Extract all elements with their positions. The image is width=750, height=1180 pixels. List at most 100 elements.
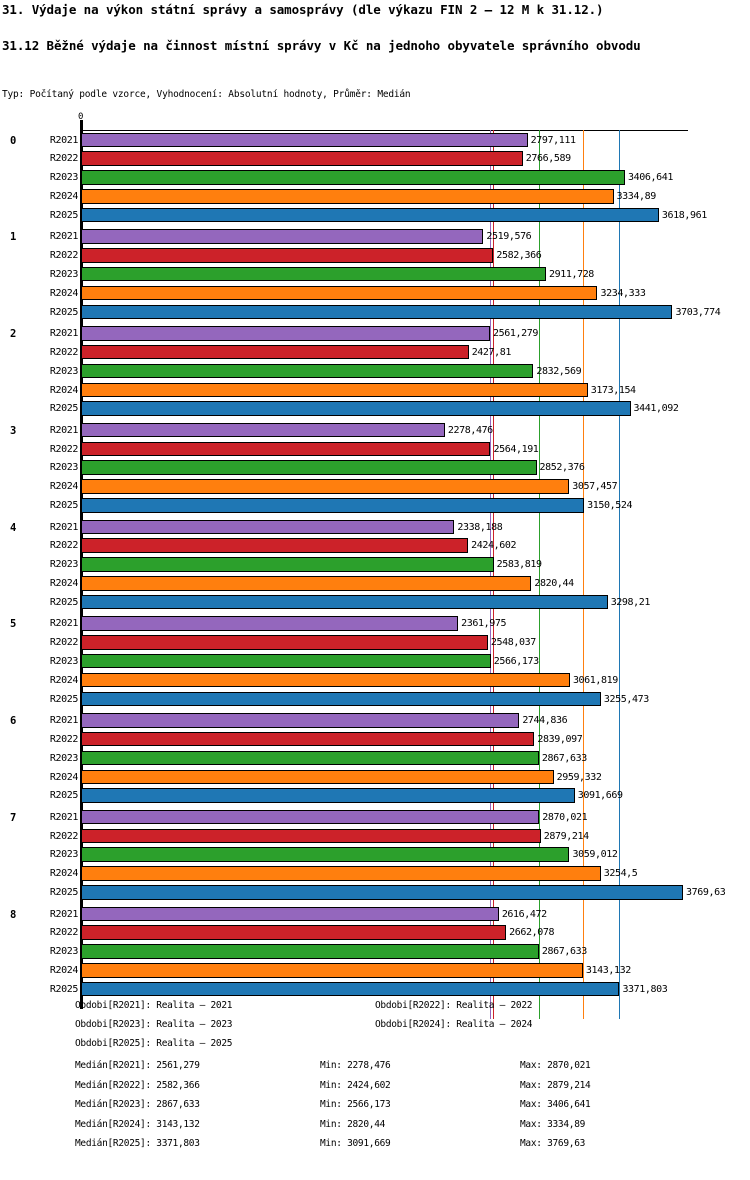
bar-r2023[interactable]	[81, 750, 539, 766]
bar-value-label: 2278,476	[447, 424, 493, 436]
bar-value-label: 2911,728	[548, 268, 594, 280]
bar-value-label: 2616,472	[501, 908, 547, 920]
bar-r2025[interactable]	[81, 788, 575, 803]
legend-max-value: Max: 2870,021	[520, 1060, 591, 1071]
legend-median-value: Medián[R2023]: 2867,633	[75, 1099, 200, 1110]
group-label: 7	[10, 811, 17, 824]
bar-value-label: 3769,63	[685, 887, 726, 899]
bar-r2024[interactable]	[81, 963, 583, 978]
median-reference-line-r2023	[538, 130, 540, 1019]
row-label-r2021: R2021	[49, 521, 79, 533]
x-axis-line	[81, 130, 688, 131]
bar-r2024[interactable]	[81, 285, 598, 301]
bar-r2022[interactable]	[81, 441, 491, 457]
bar-r2023[interactable]	[81, 944, 539, 959]
bar-r2025[interactable]	[81, 885, 683, 900]
bar-value-label: 3254,5	[603, 868, 638, 880]
group-label: 6	[10, 715, 17, 727]
bar-r2022[interactable]	[81, 731, 535, 747]
legend-period-entry: Obdobi[R2023]: Realita – 2023	[75, 1019, 233, 1030]
bar-r2022[interactable]	[81, 151, 523, 166]
bar-value-label: 2867,633	[541, 946, 587, 958]
indicator-title: 31.12 Běžné výdaje na činnost místní spr…	[2, 38, 641, 53]
bar-value-label: 3371,803	[622, 983, 668, 995]
bar-value-label: 3173,154	[590, 384, 636, 396]
bar-r2023[interactable]	[81, 847, 570, 862]
bar-r2024[interactable]	[81, 866, 601, 881]
row-label-r2023: R2023	[49, 655, 79, 667]
bar-r2021[interactable]	[81, 422, 445, 438]
median-reference-line-r2024	[582, 130, 584, 1019]
bar-r2024[interactable]	[81, 769, 554, 785]
bar-r2024[interactable]	[81, 189, 614, 204]
bar-r2025[interactable]	[81, 594, 608, 610]
group-label: 8	[10, 908, 17, 921]
bar-r2022[interactable]	[81, 538, 469, 553]
row-label-r2022: R2022	[49, 540, 79, 552]
row-label-r2021: R2021	[49, 424, 79, 436]
bar-r2023[interactable]	[81, 363, 534, 379]
row-label-r2024: R2024	[49, 287, 79, 299]
row-label-r2023: R2023	[49, 946, 79, 958]
row-label-r2023: R2023	[49, 268, 79, 280]
bar-r2022[interactable]	[81, 635, 488, 650]
bar-r2025[interactable]	[81, 401, 631, 416]
median-reference-line-r2021	[490, 130, 491, 1019]
bar-r2021[interactable]	[81, 616, 459, 631]
bar-r2021[interactable]	[81, 132, 528, 147]
bar-r2021[interactable]	[81, 326, 490, 341]
bar-r2021[interactable]	[81, 713, 520, 728]
bar-r2023[interactable]	[81, 460, 537, 475]
bar-r2025[interactable]	[81, 498, 585, 513]
bar-r2024[interactable]	[81, 479, 570, 494]
row-label-r2023: R2023	[49, 559, 79, 571]
legend-max-value: Max: 3334,89	[520, 1118, 586, 1130]
legend-median-value: Medián[R2025]: 3371,803	[75, 1138, 200, 1149]
bar-r2024[interactable]	[81, 576, 532, 591]
group-label: 4	[10, 521, 17, 534]
row-label-r2024: R2024	[49, 578, 79, 590]
legend-median-value: Medián[R2024]: 3143,132	[75, 1118, 200, 1130]
row-label-r2021: R2021	[49, 231, 79, 243]
legend-min-value: Min: 2566,173	[320, 1099, 391, 1110]
bar-r2021[interactable]	[81, 906, 499, 921]
bar-r2023[interactable]	[81, 170, 625, 185]
legend-max-value: Max: 3406,641	[520, 1099, 591, 1110]
legend-period-entry: Obdobi[R2025]: Realita – 2025	[75, 1038, 233, 1049]
row-label-r2024: R2024	[49, 674, 79, 686]
bar-r2024[interactable]	[81, 382, 588, 398]
bar-r2025[interactable]	[81, 207, 659, 223]
row-label-r2022: R2022	[49, 927, 79, 939]
row-label-r2021: R2021	[49, 328, 79, 339]
bar-value-label: 2582,366	[496, 250, 542, 262]
legend-min-value: Min: 2424,602	[320, 1079, 391, 1091]
bar-r2021[interactable]	[81, 229, 484, 244]
axis-origin-label: 0	[78, 112, 84, 122]
bar-r2025[interactable]	[81, 981, 620, 997]
row-label-r2023: R2023	[49, 849, 79, 861]
row-label-r2021: R2021	[49, 811, 79, 823]
bar-r2021[interactable]	[81, 519, 455, 534]
bar-r2022[interactable]	[81, 248, 494, 263]
legend-median-value: Medián[R2021]: 2561,279	[75, 1060, 200, 1071]
legend-min-value: Min: 2820,44	[320, 1118, 386, 1130]
bar-value-label: 2427,81	[471, 346, 512, 358]
bar-value-label: 3059,012	[572, 849, 618, 861]
bar-r2021[interactable]	[81, 809, 540, 825]
row-label-r2022: R2022	[49, 733, 79, 745]
row-label-r2025: R2025	[49, 500, 79, 512]
bar-r2022[interactable]	[81, 344, 469, 360]
bar-r2024[interactable]	[81, 672, 570, 688]
median-reference-line-r2025	[619, 130, 621, 1019]
bar-r2025[interactable]	[81, 691, 601, 707]
bar-r2022[interactable]	[81, 828, 541, 844]
bar-r2023[interactable]	[81, 266, 546, 282]
bar-r2023[interactable]	[81, 653, 491, 669]
bar-r2025[interactable]	[81, 304, 673, 320]
bar-value-label: 3334,89	[616, 191, 657, 203]
group-label: 3	[10, 424, 17, 437]
bar-value-label: 2870,021	[542, 811, 588, 823]
bar-value-label: 2879,214	[543, 830, 589, 842]
bar-r2022[interactable]	[81, 925, 507, 940]
bar-r2023[interactable]	[81, 557, 494, 572]
